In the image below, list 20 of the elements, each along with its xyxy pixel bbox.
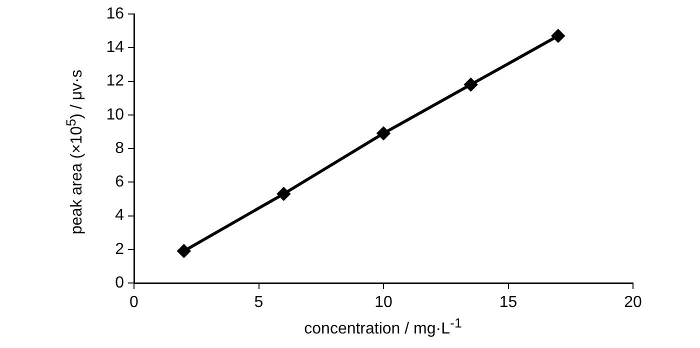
y-tick-label: 0: [115, 274, 124, 292]
y-tick-label: 16: [106, 5, 124, 22]
point: [464, 78, 478, 92]
point: [277, 187, 290, 200]
point: [552, 29, 565, 42]
y-tick-label: 10: [106, 106, 124, 124]
y-tick-label: 4: [115, 207, 124, 224]
x-tick-label: 20: [624, 294, 642, 312]
y-tick-label: 6: [115, 174, 124, 191]
y-tick-label: 12: [106, 72, 124, 90]
y-tick-label: 14: [106, 39, 124, 56]
x-tick-label: 10: [374, 294, 392, 312]
point: [177, 244, 190, 258]
x-tick-label: 0: [130, 294, 139, 312]
x-tick-label: 5: [254, 294, 264, 312]
x-tick-label: 15: [499, 294, 518, 312]
y-tick-label: 2: [115, 240, 124, 258]
point: [377, 126, 390, 140]
x-axis-title: concentration / mg·L$^{-1}$: [304, 315, 462, 339]
y-tick-label: 8: [115, 140, 124, 157]
